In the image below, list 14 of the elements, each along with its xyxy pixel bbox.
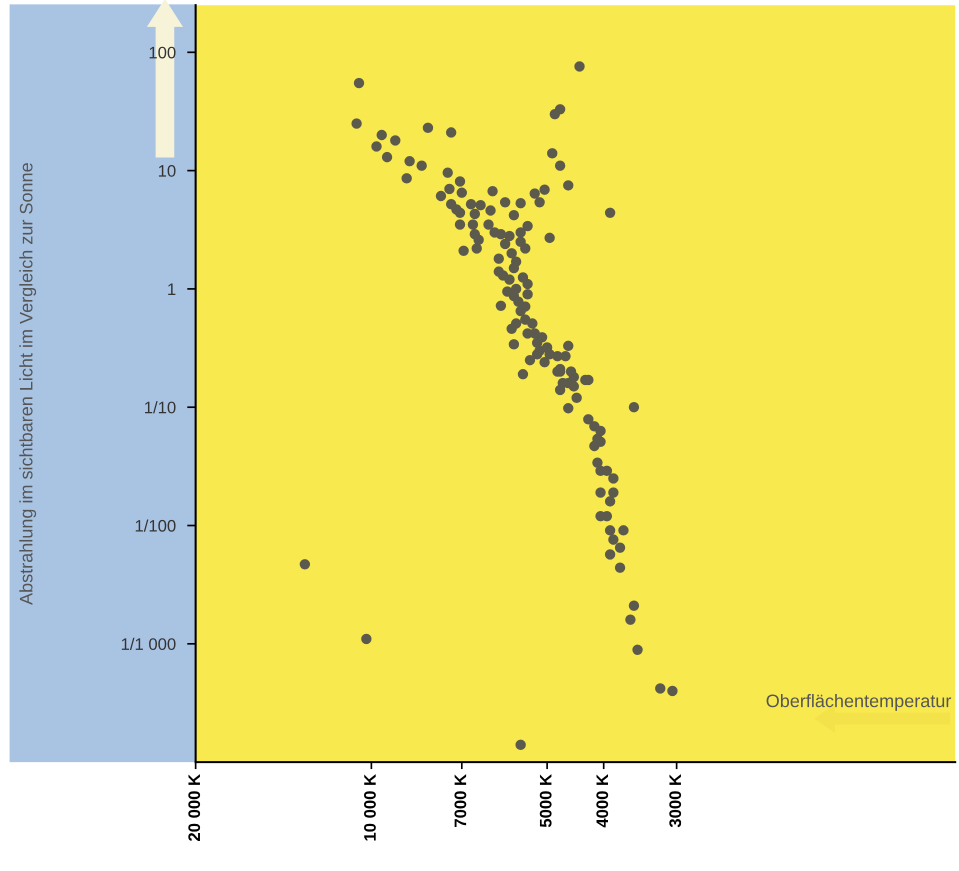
x-tick-label: 10 000 K <box>364 774 376 841</box>
x-tick-label: 20 000 K <box>188 774 200 841</box>
x-tick-label: 7000 K <box>454 774 466 827</box>
y-tick-label: 10 <box>158 165 176 177</box>
y-tick-label: 1/10 <box>145 401 176 414</box>
y-tick-label: 1 <box>168 283 176 295</box>
y-axis-title: Abstrahlung im sichtbaren Licht im Vergleich zur Sonne <box>19 163 36 605</box>
x-axis-title: Oberflächentemperatur <box>766 694 952 711</box>
x-tick-label: 4000 K <box>596 774 608 828</box>
y-tick-label: 1/1 000 <box>122 638 176 650</box>
x-tick-label: 3000 K <box>669 774 682 828</box>
y-tick-label: 100 <box>150 46 176 59</box>
y-tick-label: 1/100 <box>136 519 176 532</box>
x-tick-label: 5000 K <box>540 774 552 828</box>
